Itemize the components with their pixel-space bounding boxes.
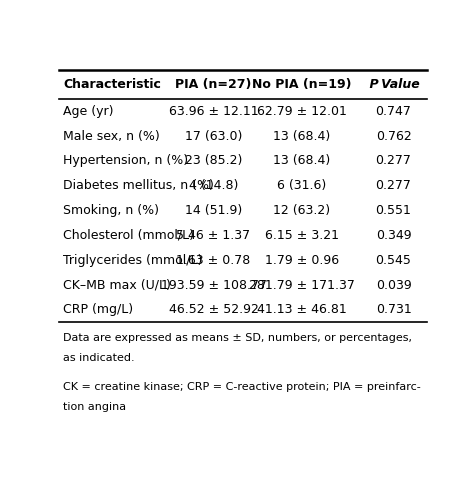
Text: 62.79 ± 12.01: 62.79 ± 12.01 — [257, 105, 346, 118]
Text: 0.747: 0.747 — [375, 105, 411, 118]
Text: CK = creatine kinase; CRP = C-reactive protein; PIA = preinfarc-: CK = creatine kinase; CRP = C-reactive p… — [63, 382, 420, 392]
Text: Diabetes mellitus, n (%): Diabetes mellitus, n (%) — [63, 179, 214, 192]
Text: 1.63 ± 0.78: 1.63 ± 0.78 — [176, 254, 251, 267]
Text: PIA (n=27): PIA (n=27) — [175, 78, 252, 91]
Text: 12 (63.2): 12 (63.2) — [273, 204, 330, 217]
Text: 0.277: 0.277 — [375, 179, 411, 192]
Text: Age (yr): Age (yr) — [63, 105, 113, 118]
Text: 0.762: 0.762 — [376, 129, 411, 143]
Text: 0.731: 0.731 — [376, 304, 411, 316]
Text: Cholesterol (mmol/L): Cholesterol (mmol/L) — [63, 229, 194, 242]
Text: CRP (mg/L): CRP (mg/L) — [63, 304, 133, 316]
Text: 1.79 ± 0.96: 1.79 ± 0.96 — [264, 254, 339, 267]
Text: 193.59 ± 108.77: 193.59 ± 108.77 — [161, 278, 266, 292]
Text: Hypertension, n (%): Hypertension, n (%) — [63, 154, 188, 167]
Text: 0.039: 0.039 — [376, 278, 411, 292]
Text: Data are expressed as means ± SD, numbers, or percentages,: Data are expressed as means ± SD, number… — [63, 333, 412, 343]
Text: Male sex, n (%): Male sex, n (%) — [63, 129, 160, 143]
Text: 13 (68.4): 13 (68.4) — [273, 154, 330, 167]
Text: 281.79 ± 171.37: 281.79 ± 171.37 — [249, 278, 355, 292]
Text: 14 (51.9): 14 (51.9) — [185, 204, 242, 217]
Text: 0.545: 0.545 — [375, 254, 411, 267]
Text: 13 (68.4): 13 (68.4) — [273, 129, 330, 143]
Text: CK–MB max (U/L): CK–MB max (U/L) — [63, 278, 171, 292]
Text: 46.52 ± 52.92: 46.52 ± 52.92 — [169, 304, 258, 316]
Text: 5.46 ± 1.37: 5.46 ± 1.37 — [176, 229, 251, 242]
Text: P Value: P Value — [367, 78, 420, 91]
Text: 6 (31.6): 6 (31.6) — [277, 179, 326, 192]
Text: Smoking, n (%): Smoking, n (%) — [63, 204, 159, 217]
Text: Triglycerides (mmol/L): Triglycerides (mmol/L) — [63, 254, 202, 267]
Text: 4 (14.8): 4 (14.8) — [189, 179, 238, 192]
Text: as indicated.: as indicated. — [63, 353, 135, 363]
Text: 63.96 ± 12.11: 63.96 ± 12.11 — [169, 105, 258, 118]
Text: 41.13 ± 46.81: 41.13 ± 46.81 — [257, 304, 346, 316]
Text: No PIA (n=19): No PIA (n=19) — [252, 78, 351, 91]
Text: Characteristic: Characteristic — [63, 78, 161, 91]
Text: 0.277: 0.277 — [375, 154, 411, 167]
Text: 6.15 ± 3.21: 6.15 ± 3.21 — [264, 229, 339, 242]
Text: 23 (85.2): 23 (85.2) — [185, 154, 242, 167]
Text: tion angina: tion angina — [63, 402, 126, 412]
Text: 17 (63.0): 17 (63.0) — [185, 129, 242, 143]
Text: 0.551: 0.551 — [375, 204, 411, 217]
Text: 0.349: 0.349 — [376, 229, 411, 242]
